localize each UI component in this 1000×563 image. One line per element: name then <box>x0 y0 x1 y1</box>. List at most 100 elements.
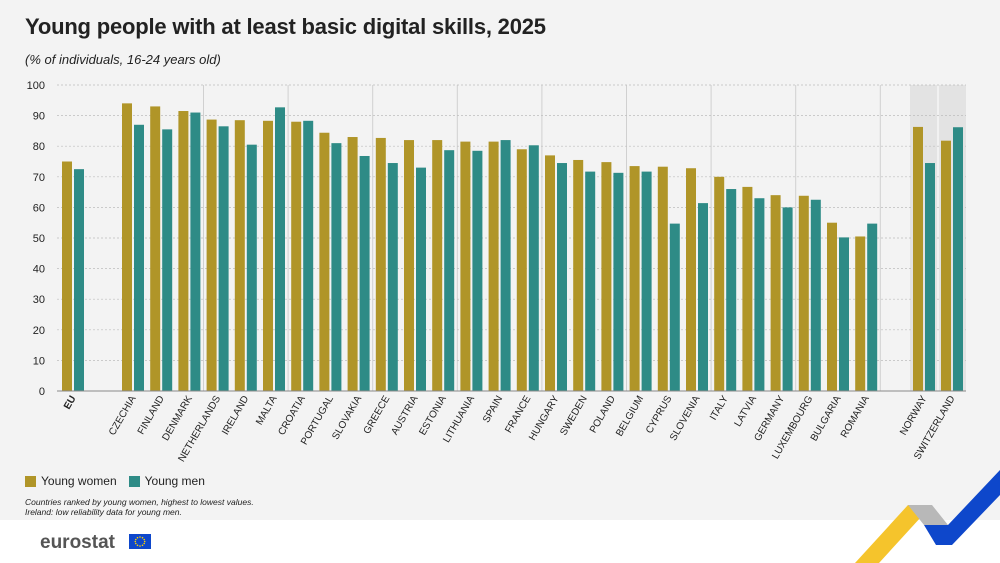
x-tick-label: CZECHIA <box>107 394 139 438</box>
legend-item-men: Young men <box>128 474 205 488</box>
y-tick-label: 40 <box>33 264 45 276</box>
bar-women <box>686 168 696 391</box>
legend-label-men: Young men <box>144 474 205 488</box>
legend-label-women: Young women <box>41 474 117 488</box>
bar-men <box>641 171 652 391</box>
bar-men <box>444 150 455 391</box>
bar-women <box>657 166 668 391</box>
bar-men <box>162 129 173 391</box>
bar-women <box>770 195 781 391</box>
x-tick-label: CROATIA <box>276 394 308 438</box>
y-tick-label: 80 <box>33 141 45 153</box>
legend: Young women Young men <box>25 474 217 488</box>
x-tick-label: FRANCE <box>503 394 533 435</box>
bar-women <box>601 162 612 391</box>
x-tick-label: BELGIUM <box>614 394 646 438</box>
y-tick-label: 20 <box>33 325 45 337</box>
bar-women <box>234 120 245 391</box>
bar-women <box>545 155 555 391</box>
x-tick-label: EU <box>62 394 78 412</box>
y-tick-label: 10 <box>33 355 45 367</box>
bar-women <box>827 222 837 391</box>
y-tick-label: 0 <box>39 386 45 398</box>
y-tick-label: 60 <box>33 202 45 214</box>
bar-men <box>416 167 426 391</box>
bar-women <box>319 132 330 391</box>
bar-women <box>150 106 161 392</box>
chart-title: Young people with at least basic digital… <box>25 14 546 39</box>
bar-men <box>557 163 567 391</box>
x-tick-label: ROMANIA <box>839 394 872 440</box>
bar-men <box>585 171 596 391</box>
bar-men <box>218 126 229 391</box>
note-ranking: Countries ranked by young women, highest… <box>25 497 254 507</box>
eurostat-logo[interactable]: eurostat <box>40 532 115 553</box>
bar-men <box>387 163 398 391</box>
x-tick-label: POLAND <box>588 394 618 435</box>
bar-women <box>573 159 584 391</box>
x-tick-label: ITALY <box>708 394 731 423</box>
bar-women <box>432 140 443 391</box>
x-tick-label: NORWAY <box>898 394 930 438</box>
bar-women <box>516 149 527 391</box>
y-tick-label: 30 <box>33 294 45 306</box>
bar-men <box>726 189 737 391</box>
y-tick-label: 100 <box>27 80 45 92</box>
bar-men <box>303 120 314 391</box>
eu-flag-icon <box>129 534 151 549</box>
x-tick-label: GREECE <box>362 394 393 436</box>
bar-men <box>839 237 849 391</box>
bar-women <box>742 186 753 391</box>
bar-men <box>331 143 342 391</box>
bar-women <box>941 140 951 391</box>
bar-men <box>359 155 370 391</box>
decorative-chevron <box>855 470 1000 563</box>
bar-women <box>375 137 386 391</box>
bar-men <box>782 207 793 391</box>
legend-item-women: Young women <box>25 474 117 488</box>
bar-women <box>798 195 809 391</box>
bar-men <box>500 140 511 391</box>
y-tick-label: 90 <box>33 111 45 123</box>
bar-women <box>629 166 640 391</box>
x-tick-label: AUSTRIA <box>389 394 420 437</box>
x-tick-label: SPAIN <box>481 394 505 425</box>
bar-women <box>206 119 217 391</box>
x-tick-label: LATVIA <box>733 394 760 429</box>
bar-men <box>698 203 708 391</box>
bar-women <box>291 121 302 391</box>
bar-men <box>925 163 935 391</box>
bar-men <box>74 169 84 391</box>
bar-men <box>528 145 539 391</box>
bar-men <box>754 198 765 391</box>
bar-women <box>62 161 72 391</box>
bar-men <box>613 172 624 391</box>
bar-men <box>953 127 963 391</box>
bar-men <box>472 150 483 391</box>
x-tick-label: IRELAND <box>220 394 251 437</box>
x-tick-label: ESTONIA <box>417 394 449 438</box>
bar-women <box>347 137 358 391</box>
bar-women <box>714 176 725 391</box>
bar-men <box>190 112 201 391</box>
legend-swatch-women <box>25 475 36 487</box>
bar-women <box>913 126 923 391</box>
chart-subtitle: (% of individuals, 16-24 years old) <box>25 52 221 67</box>
note-ireland: Ireland: low reliability data for young … <box>25 507 182 517</box>
bar-men <box>867 223 878 391</box>
bar-women <box>178 111 189 391</box>
bar-men <box>669 223 680 391</box>
footer <box>0 520 1000 563</box>
bar-women <box>460 141 471 391</box>
bar-men <box>275 107 285 391</box>
bar-men <box>246 144 257 391</box>
bar-women <box>122 103 132 392</box>
bar-women <box>263 120 273 391</box>
bar-men <box>810 199 821 391</box>
bar-men <box>134 124 144 391</box>
x-tick-label: CYPRUS <box>644 394 675 436</box>
bar-women <box>488 141 499 391</box>
legend-swatch-men <box>128 475 140 487</box>
x-tick-label: FINLAND <box>136 394 167 437</box>
